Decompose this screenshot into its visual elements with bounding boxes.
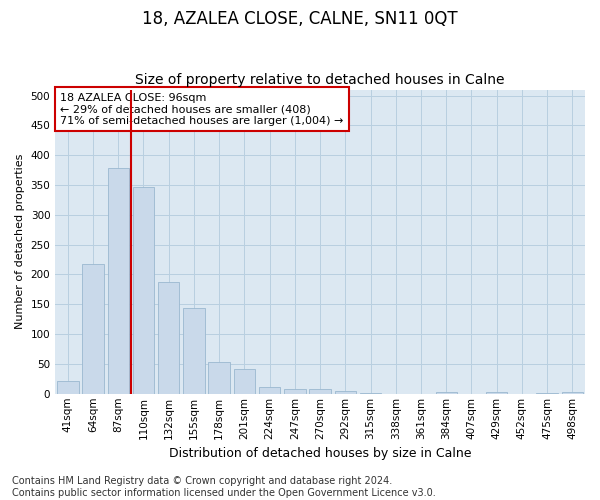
Title: Size of property relative to detached houses in Calne: Size of property relative to detached ho…: [136, 73, 505, 87]
Text: 18, AZALEA CLOSE, CALNE, SN11 0QT: 18, AZALEA CLOSE, CALNE, SN11 0QT: [142, 10, 458, 28]
Text: 18 AZALEA CLOSE: 96sqm
← 29% of detached houses are smaller (408)
71% of semi-de: 18 AZALEA CLOSE: 96sqm ← 29% of detached…: [61, 92, 344, 126]
Bar: [133, 187, 154, 394]
Bar: [486, 392, 508, 394]
Bar: [536, 393, 558, 394]
Bar: [107, 168, 129, 394]
Bar: [82, 264, 104, 394]
Bar: [233, 370, 255, 394]
Bar: [360, 393, 381, 394]
Bar: [436, 392, 457, 394]
Y-axis label: Number of detached properties: Number of detached properties: [15, 154, 25, 330]
Bar: [57, 380, 79, 394]
Text: Contains HM Land Registry data © Crown copyright and database right 2024.
Contai: Contains HM Land Registry data © Crown c…: [12, 476, 436, 498]
Bar: [562, 392, 583, 394]
Bar: [284, 389, 305, 394]
Bar: [183, 308, 205, 394]
Bar: [158, 282, 179, 394]
Bar: [335, 392, 356, 394]
Bar: [259, 387, 280, 394]
Bar: [310, 389, 331, 394]
X-axis label: Distribution of detached houses by size in Calne: Distribution of detached houses by size …: [169, 447, 472, 460]
Bar: [208, 362, 230, 394]
